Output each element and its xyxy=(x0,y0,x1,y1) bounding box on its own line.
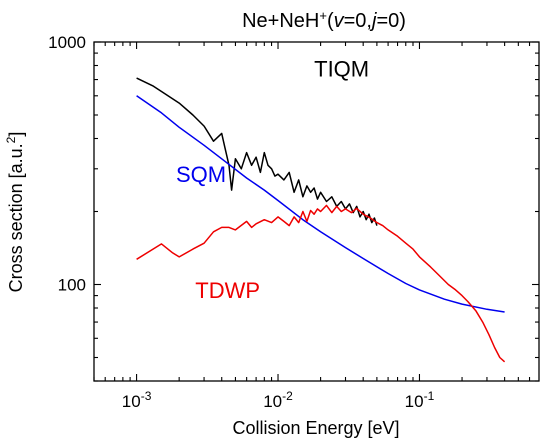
x-tick-label: 10-3 xyxy=(122,389,152,411)
plot-area xyxy=(136,77,506,363)
title-part-6: =0) xyxy=(376,10,405,32)
title-part-1: + xyxy=(319,8,327,23)
ylabel-part-1: 2 xyxy=(4,136,18,143)
ylabel-part-2: ] xyxy=(6,132,26,137)
x-tick-label: 10-1 xyxy=(405,389,435,411)
x-tick-label: 10-2 xyxy=(263,389,293,411)
title-part-5: j xyxy=(369,10,377,32)
x-tick-base: 10 xyxy=(122,392,141,411)
series-labels: TIQM SQM TDWP xyxy=(176,57,369,303)
series-label-sqm: SQM xyxy=(176,162,226,187)
x-tick-exponent: -3 xyxy=(141,389,152,403)
ylabel-part-0: Cross section [a.u. xyxy=(6,143,26,292)
x-axis-label: Collision Energy [eV] xyxy=(232,418,399,438)
title-part-0: Ne+NeH xyxy=(242,10,319,32)
x-tick-exponent: -1 xyxy=(424,389,435,403)
y-axis: 100 1000 xyxy=(48,33,539,382)
x-axis: 10-3 10-2 10-1 xyxy=(93,42,531,411)
series-line-sqm xyxy=(136,95,505,313)
x-tick-exponent: -2 xyxy=(282,389,293,403)
y-axis-label: Cross section [a.u.2] xyxy=(4,132,26,293)
y-tick-label: 100 xyxy=(58,275,86,294)
series-line-tdwp xyxy=(136,204,506,363)
series-label-tdwp: TDWP xyxy=(195,278,260,303)
y-tick-label: 1000 xyxy=(48,33,86,52)
title-part-4: =0, xyxy=(344,10,372,32)
chart-title: Ne+NeH+(v=0,j=0) xyxy=(242,8,406,33)
title-part-2: ( xyxy=(327,10,334,32)
x-tick-base: 10 xyxy=(405,392,424,411)
x-tick-base: 10 xyxy=(263,392,282,411)
title-part-3: v xyxy=(334,10,345,32)
series-label-tiqm: TIQM xyxy=(314,57,369,82)
